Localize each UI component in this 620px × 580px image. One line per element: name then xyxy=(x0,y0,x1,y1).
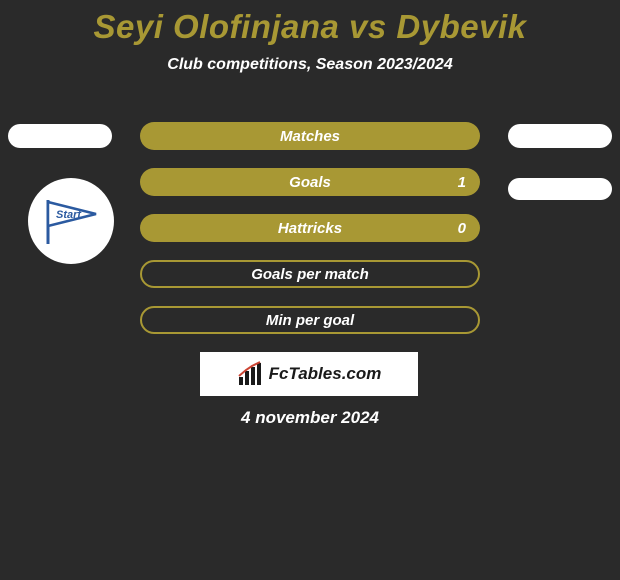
brand-box: FcTables.com xyxy=(200,352,418,396)
player-right-pill-2 xyxy=(508,178,612,200)
bar-label: Goals xyxy=(289,174,331,191)
subtitle: Club competitions, Season 2023/2024 xyxy=(0,46,620,74)
bar-label: Hattricks xyxy=(278,220,342,237)
page-title: Seyi Olofinjana vs Dybevik xyxy=(0,0,620,46)
bar-goals: Goals 1 xyxy=(140,168,480,196)
stat-bars: Matches Goals 1 Hattricks 0 Goals per ma… xyxy=(140,122,480,334)
start-pennant-icon: Start xyxy=(40,196,102,246)
bar-label: Min per goal xyxy=(266,312,354,329)
title-text: Seyi Olofinjana vs Dybevik xyxy=(93,8,526,45)
bar-label: Goals per match xyxy=(251,266,369,283)
bar-hattricks: Hattricks 0 xyxy=(140,214,480,242)
bar-value: 0 xyxy=(458,220,466,237)
date-text: 4 november 2024 xyxy=(0,408,620,428)
bar-value: 1 xyxy=(458,174,466,191)
player-right-pill-1 xyxy=(508,124,612,148)
bar-goals-per-match: Goals per match xyxy=(140,260,480,288)
bar-chart-icon xyxy=(237,361,263,387)
bar-label: Matches xyxy=(280,128,340,145)
player-left-pill-1 xyxy=(8,124,112,148)
svg-text:Start: Start xyxy=(56,209,82,221)
bar-matches: Matches xyxy=(140,122,480,150)
brand-text: FcTables.com xyxy=(269,364,382,384)
team-badge: Start xyxy=(28,178,114,264)
bar-min-per-goal: Min per goal xyxy=(140,306,480,334)
